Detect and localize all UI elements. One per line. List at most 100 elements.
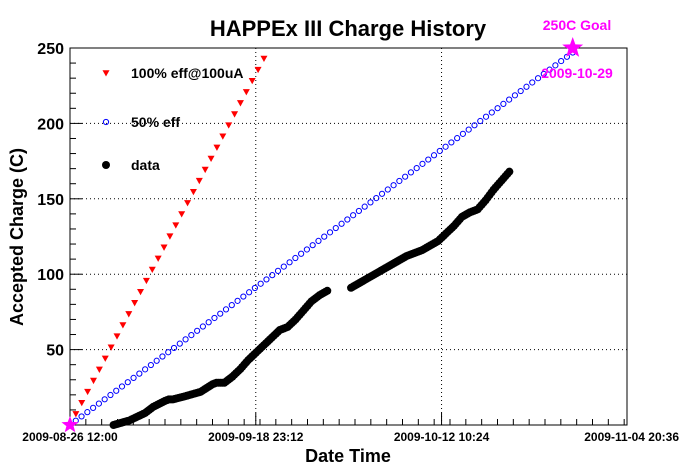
data-point — [454, 135, 461, 142]
data-point — [113, 387, 120, 394]
data-point — [558, 57, 565, 65]
data-point — [500, 100, 507, 108]
annotations: 250C Goal 2009-10-29 — [61, 17, 613, 433]
data-point — [321, 233, 328, 240]
data-point — [184, 200, 192, 207]
goal-star-icon — [562, 37, 584, 57]
data-point — [176, 340, 183, 347]
data-point — [407, 169, 415, 176]
data-point — [378, 190, 386, 197]
data-point — [511, 92, 519, 99]
data-point — [361, 203, 368, 210]
data-point — [153, 357, 160, 364]
data-point — [101, 396, 108, 403]
data-point — [350, 212, 357, 219]
data-point — [430, 152, 438, 159]
data-point — [242, 89, 250, 96]
data-point — [506, 96, 513, 103]
data-point — [355, 207, 363, 215]
data-point — [523, 83, 530, 90]
data-point — [84, 388, 92, 396]
data-point — [390, 182, 397, 189]
data-point — [246, 289, 253, 296]
data-point — [425, 156, 432, 163]
data-point — [201, 166, 209, 174]
data-point — [78, 413, 85, 420]
y-tick-label: 100 — [37, 267, 64, 284]
data-point — [482, 113, 490, 120]
data-point — [195, 177, 203, 185]
data-point — [338, 220, 345, 227]
data-point — [225, 122, 233, 129]
data-point — [142, 366, 149, 373]
x-tick-label: 2009-08-26 12:00 — [22, 430, 118, 444]
data-point — [326, 229, 334, 236]
y-tick-label: 250 — [37, 41, 64, 58]
legend-marker-blue-circle — [102, 118, 110, 126]
start-star-icon — [61, 416, 79, 433]
data-point — [373, 194, 380, 202]
data-point — [178, 211, 186, 218]
data-point — [147, 361, 154, 369]
data-point — [125, 311, 133, 318]
data-point — [413, 165, 420, 172]
data-point — [107, 391, 114, 399]
chart-title: HAPPEx III Charge History — [210, 16, 487, 41]
data-point — [160, 244, 168, 251]
data-point — [84, 409, 91, 416]
data-point — [148, 266, 156, 274]
data-point — [78, 399, 86, 407]
data-point — [194, 327, 201, 334]
data-point — [471, 122, 478, 129]
data-point — [303, 246, 311, 253]
data-point — [182, 336, 189, 343]
data-point — [159, 353, 166, 360]
data-point — [280, 263, 287, 270]
legend-label: 50% eff — [131, 114, 180, 130]
data-point — [309, 242, 316, 249]
data-point — [213, 144, 221, 151]
data-point — [505, 167, 514, 176]
data-point — [465, 126, 472, 133]
legend-label: data — [131, 157, 160, 173]
x-tick-label: 2009-10-12 10:24 — [394, 430, 490, 444]
data-point — [199, 323, 206, 330]
y-tick-label: 200 — [37, 116, 64, 133]
axis-ticks: 50 100 150 200 250 2009-08-26 12:00 2009-09-18… — [22, 41, 679, 444]
y-tick-label: 50 — [46, 343, 64, 360]
data-point — [396, 177, 403, 185]
series-layer — [66, 49, 576, 429]
data-point — [231, 111, 239, 118]
data-point — [165, 349, 172, 356]
goal-label: 250C Goal — [543, 17, 611, 33]
series-data — [109, 167, 514, 429]
data-point — [540, 70, 547, 78]
data-point — [154, 255, 162, 262]
data-point — [448, 139, 455, 146]
legend-marker-red-triangle — [102, 70, 110, 77]
data-point — [254, 66, 262, 74]
data-point — [367, 199, 374, 206]
data-point — [552, 62, 559, 69]
data-point — [286, 259, 293, 266]
data-point — [263, 276, 270, 283]
data-point — [488, 109, 495, 116]
data-point — [207, 155, 215, 162]
data-point — [136, 370, 143, 377]
series-50-eff — [66, 49, 576, 429]
data-point — [344, 216, 351, 223]
series-100-eff-100ua — [66, 55, 268, 429]
data-point — [332, 224, 339, 232]
data-point — [170, 344, 178, 352]
data-point — [90, 377, 98, 385]
data-point — [292, 254, 299, 262]
data-point — [113, 333, 121, 340]
data-point — [130, 374, 137, 382]
data-point — [419, 160, 426, 167]
data-point — [166, 233, 174, 240]
legend-marker-black-dot — [102, 161, 110, 169]
data-point — [269, 272, 276, 279]
data-point — [137, 288, 145, 296]
data-point — [529, 79, 536, 86]
